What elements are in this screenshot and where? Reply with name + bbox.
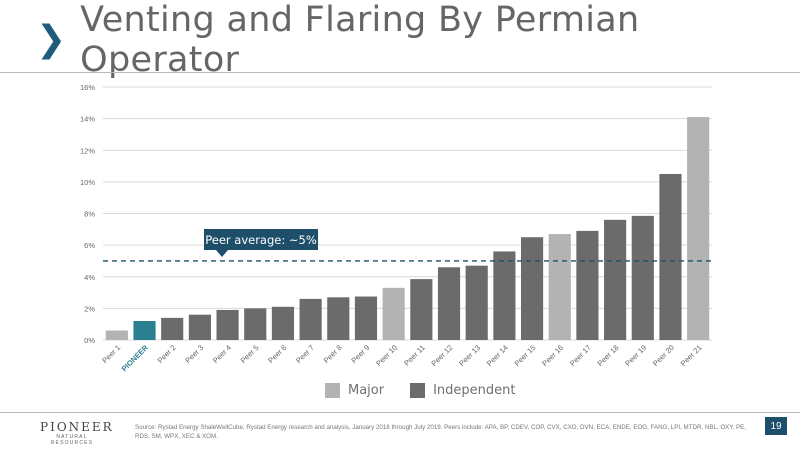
bar: [548, 234, 571, 340]
bar: [327, 297, 350, 340]
x-tick-label: Peer 3: [183, 343, 205, 365]
bar: [410, 279, 433, 340]
title-bar: ❯ Venting and Flaring By Permian Operato…: [36, 0, 800, 80]
x-tick-label: Peer 8: [322, 343, 344, 365]
x-tick-label: Peer 16: [540, 343, 565, 368]
bar: [576, 230, 599, 340]
x-tick-label: Peer 21: [679, 343, 704, 368]
x-tick-label: Peer 15: [513, 343, 538, 368]
average-callout-pointer: [216, 250, 228, 257]
average-callout-box: [204, 229, 318, 250]
chart-legend: Major Independent: [325, 383, 542, 398]
legend-swatch-major: [325, 383, 340, 398]
source-note: Source: Rystad Energy ShaleWellCube, Rys…: [135, 424, 746, 440]
legend-swatch-independent: [410, 383, 426, 398]
legend-label-major: Major: [348, 383, 385, 398]
bar: [188, 314, 211, 340]
x-tick-label: Peer 17: [568, 343, 593, 368]
logo-subtitle: NATURAL RESOURCES: [50, 434, 94, 446]
logo-name: PIONEER: [40, 420, 114, 434]
bar: [244, 308, 267, 340]
y-tick-label: 14%: [80, 115, 95, 124]
bar: [133, 321, 156, 340]
bar: [437, 267, 461, 340]
y-tick-label: 10%: [80, 178, 95, 187]
x-tick-label: Peer 13: [457, 343, 482, 368]
legend-item-independent: Independent: [410, 383, 516, 398]
x-tick-label: Peer 11: [402, 343, 427, 368]
bar: [382, 287, 405, 340]
y-tick-label: 12%: [80, 146, 95, 155]
legend-item-major: Major: [325, 383, 384, 398]
bar: [216, 309, 239, 340]
x-tick-label: PIONEER: [120, 343, 151, 374]
page-number: 19: [765, 417, 787, 435]
y-tick-label: 6%: [84, 241, 95, 250]
x-tick-label: Peer 4: [211, 343, 233, 365]
bar: [354, 296, 378, 340]
y-tick-label: 16%: [80, 83, 95, 92]
bar: [161, 317, 184, 340]
footer-divider: [0, 412, 800, 413]
bar: [493, 251, 516, 340]
x-tick-label: Peer 5: [239, 343, 261, 365]
average-callout-label: Peer average: ~5%: [205, 233, 317, 247]
x-tick-label: Peer 20: [651, 343, 676, 368]
y-tick-label: 4%: [84, 273, 95, 282]
bar: [465, 265, 488, 340]
title-divider: [0, 72, 800, 73]
y-tick-label: 8%: [84, 210, 95, 219]
x-tick-label: Peer 19: [623, 343, 648, 368]
x-tick-label: Peer 10: [374, 343, 399, 368]
pioneer-logo: PIONEER NATURAL RESOURCES: [40, 420, 114, 446]
bar: [604, 219, 627, 340]
x-tick-label: Peer 9: [349, 343, 371, 365]
x-tick-label: Peer 12: [429, 343, 454, 368]
y-tick-label: 0%: [84, 336, 95, 345]
x-tick-label: Peer 1: [100, 343, 122, 365]
page-title: Venting and Flaring By Permian Operator: [80, 0, 640, 80]
bar: [520, 237, 544, 340]
chevron-right-icon: ❯: [36, 19, 67, 60]
bar: [299, 298, 322, 340]
y-tick-label: 2%: [84, 304, 95, 313]
x-tick-label: Peer 14: [485, 343, 510, 368]
bar: [687, 117, 710, 340]
x-tick-label: Peer 18: [596, 343, 621, 368]
bar: [105, 330, 128, 340]
legend-label-independent: Independent: [433, 383, 516, 398]
bar: [271, 306, 295, 340]
bar: [659, 173, 682, 340]
x-tick-label: Peer 7: [294, 343, 316, 365]
x-tick-label: Peer 6: [266, 343, 288, 365]
bar: [631, 215, 654, 340]
x-tick-label: Peer 2: [156, 343, 178, 365]
